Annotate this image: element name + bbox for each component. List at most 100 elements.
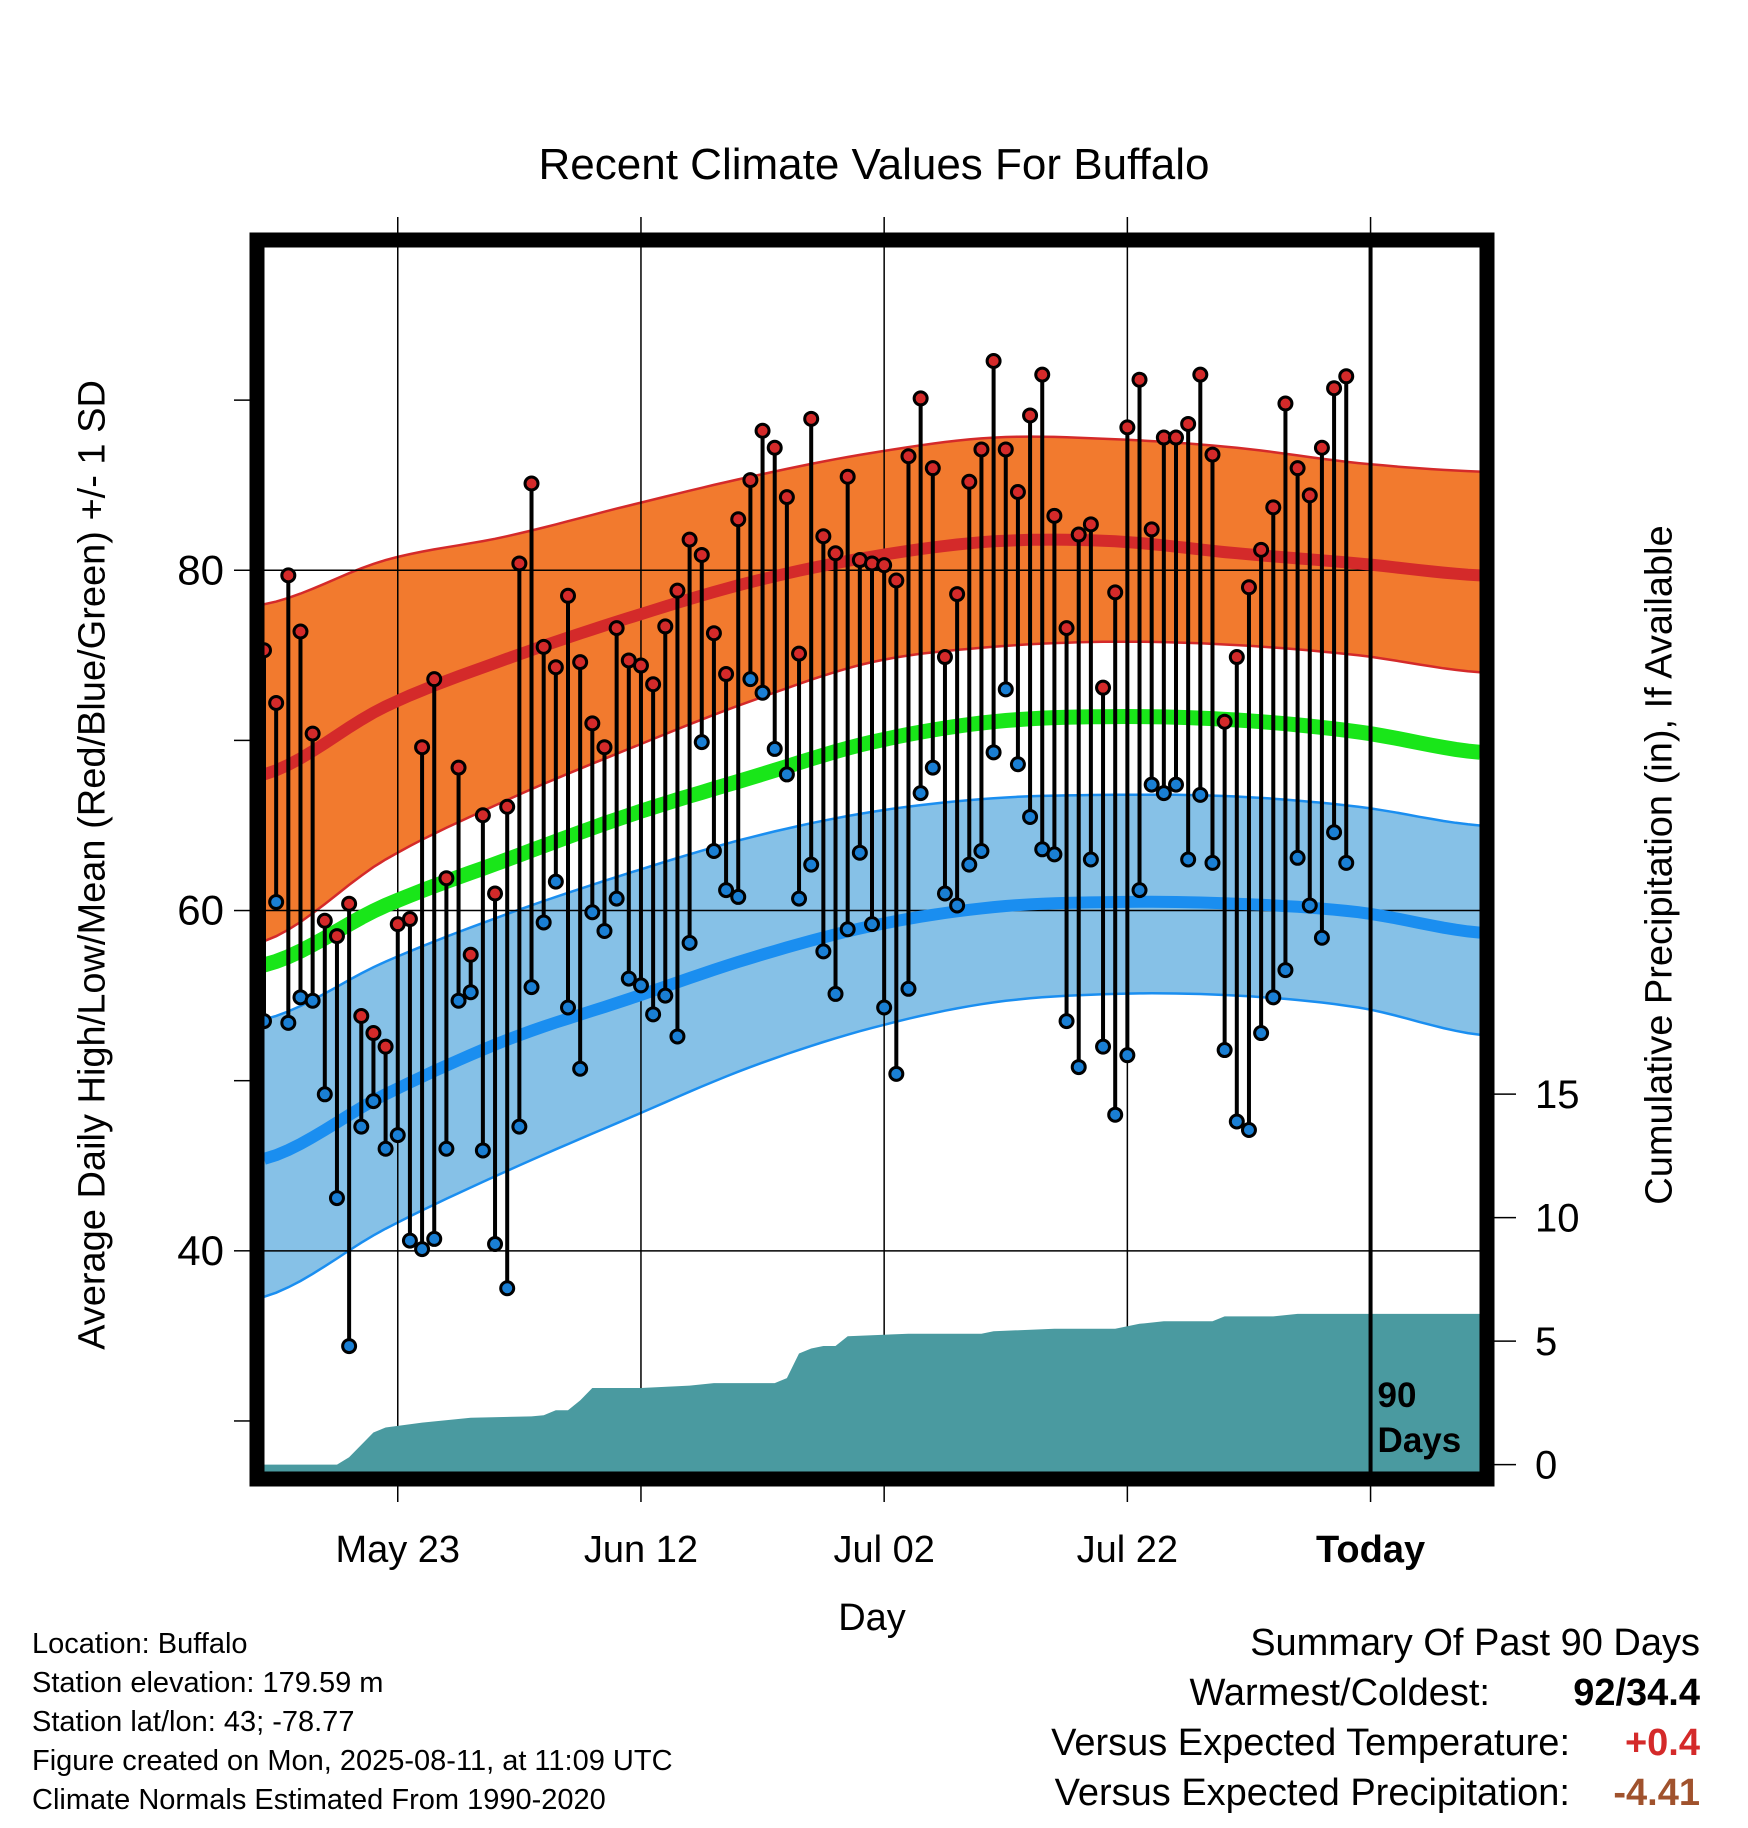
observed-low-point-80 — [1228, 1113, 1245, 1130]
high-sd-band-upper-edge — [264, 435, 1480, 606]
observed-high-point-56 — [936, 649, 953, 666]
observed-high-point-45 — [803, 410, 820, 427]
observed-low-point-54 — [912, 785, 929, 802]
observed-high-point-58 — [961, 473, 978, 490]
observed-high-point-2 — [280, 567, 297, 584]
observed-low-point-11 — [389, 1127, 406, 1144]
summary-heading: Summary Of Past 90 Days — [1250, 1622, 1700, 1664]
x-tick-label-3: Jul 22 — [1077, 1529, 1178, 1571]
observed-high-point-84 — [1277, 395, 1294, 412]
observed-low-point-71 — [1119, 1047, 1136, 1064]
observed-low-point-15 — [438, 1140, 455, 1157]
observed-high-point-31 — [632, 657, 649, 674]
x-tick-label-2: Jul 02 — [833, 1529, 934, 1571]
left-y-axis-label: Average Daily High/Low/Mean (Red/Blue/Gr… — [71, 380, 114, 1350]
observed-high-point-42 — [766, 439, 783, 456]
observed-low-point-46 — [815, 943, 832, 960]
observed-high-point-71 — [1119, 419, 1136, 436]
observed-low-point-56 — [936, 885, 953, 902]
observed-low-point-40 — [742, 671, 759, 688]
observed-high-point-24 — [547, 659, 564, 676]
temp-anomaly-label: Versus Expected Temperature: — [1051, 1722, 1570, 1764]
observed-high-point-59 — [973, 441, 990, 458]
observed-low-point-27 — [584, 904, 601, 921]
observed-low-point-87 — [1313, 929, 1330, 946]
right-tick-label-5: 5 — [1535, 1320, 1557, 1364]
plot-contents: 90 Days — [264, 0, 1480, 1472]
observed-high-point-9 — [365, 1025, 382, 1042]
observed-high-point-19 — [487, 885, 504, 902]
observed-low-point-90 — [1352, 0, 1365, 7]
normals-text: Climate Normals Estimated From 1990-2020 — [32, 1784, 606, 1816]
observed-high-point-21 — [511, 555, 528, 572]
observed-low-point-20 — [499, 1280, 516, 1297]
observed-low-point-51 — [876, 999, 893, 1016]
observed-low-point-48 — [839, 921, 856, 938]
observed-low-point-41 — [754, 684, 771, 701]
observed-low-point-70 — [1107, 1106, 1124, 1123]
x-axis-label: Day — [838, 1597, 906, 1639]
observed-high-point-67 — [1070, 526, 1087, 543]
created-text: Figure created on Mon, 2025-08-11, at 11… — [32, 1745, 673, 1777]
observed-high-point-7 — [341, 895, 358, 912]
observed-low-point-25 — [560, 999, 576, 1016]
observed-high-point-32 — [645, 676, 662, 693]
observed-low-point-85 — [1289, 849, 1306, 866]
observed-low-point-4 — [304, 992, 321, 1009]
x-tick-label-4: Today — [1316, 1529, 1425, 1571]
observed-high-point-68 — [1082, 516, 1099, 533]
observed-low-point-83 — [1265, 989, 1282, 1006]
observed-high-point-88 — [1326, 380, 1343, 397]
observed-low-point-18 — [474, 1142, 491, 1159]
latlon-text: Station lat/lon: 43; -78.77 — [32, 1706, 355, 1738]
observed-high-point-83 — [1265, 499, 1282, 516]
observed-low-point-21 — [511, 1118, 528, 1135]
observed-low-point-2 — [280, 1014, 297, 1031]
x-tick-label-1: Jun 12 — [584, 1529, 698, 1571]
observed-low-point-14 — [426, 1230, 443, 1247]
observed-low-point-44 — [791, 890, 808, 907]
observed-low-point-29 — [608, 890, 625, 907]
observed-low-point-9 — [365, 1093, 382, 1110]
precip-anomaly-value: -4.41 — [1613, 1772, 1700, 1814]
observed-high-point-3 — [292, 623, 309, 640]
observed-high-point-27 — [584, 715, 601, 732]
observed-low-point-49 — [851, 844, 868, 861]
observed-low-point-81 — [1240, 1122, 1257, 1139]
observed-high-point-23 — [535, 638, 552, 655]
observed-low-point-19 — [487, 1236, 504, 1253]
observed-low-point-42 — [766, 740, 783, 757]
observed-low-point-38 — [718, 882, 735, 899]
observed-low-point-12 — [401, 1232, 418, 1249]
observed-high-point-89 — [1338, 368, 1355, 385]
observed-low-point-45 — [803, 856, 820, 873]
warm-cold-label: Warmest/Coldest: — [1189, 1672, 1490, 1714]
observed-high-point-85 — [1289, 460, 1306, 477]
observed-high-point-61 — [997, 441, 1014, 458]
observed-high-point-47 — [827, 545, 844, 562]
observed-high-point-81 — [1240, 579, 1257, 596]
observed-low-point-66 — [1058, 1013, 1075, 1030]
observed-high-point-36 — [693, 546, 710, 563]
observed-low-point-68 — [1082, 851, 1099, 868]
observed-low-point-61 — [997, 681, 1014, 698]
observed-low-point-75 — [1168, 776, 1184, 793]
observed-low-point-50 — [864, 916, 880, 933]
x-tick-label-0: May 23 — [335, 1529, 460, 1571]
observed-low-point-33 — [657, 987, 674, 1004]
observed-high-point-8 — [353, 1008, 370, 1025]
observed-high-point-5 — [316, 912, 333, 929]
observed-low-point-39 — [730, 888, 747, 905]
observed-high-point-51 — [876, 557, 893, 574]
observed-high-point-33 — [657, 618, 674, 635]
observed-low-point-10 — [377, 1140, 394, 1157]
observed-high-point-78 — [1204, 446, 1221, 463]
observed-high-point-39 — [730, 511, 747, 528]
location-text: Location: Buffalo — [32, 1628, 248, 1660]
observed-high-point-10 — [377, 1038, 394, 1055]
observed-high-point-76 — [1180, 415, 1197, 432]
precip-anomaly-label: Versus Expected Precipitation: — [1054, 1772, 1570, 1814]
observed-low-point-77 — [1192, 786, 1209, 803]
observed-low-point-34 — [669, 1028, 686, 1045]
observed-high-point-22 — [523, 475, 540, 492]
